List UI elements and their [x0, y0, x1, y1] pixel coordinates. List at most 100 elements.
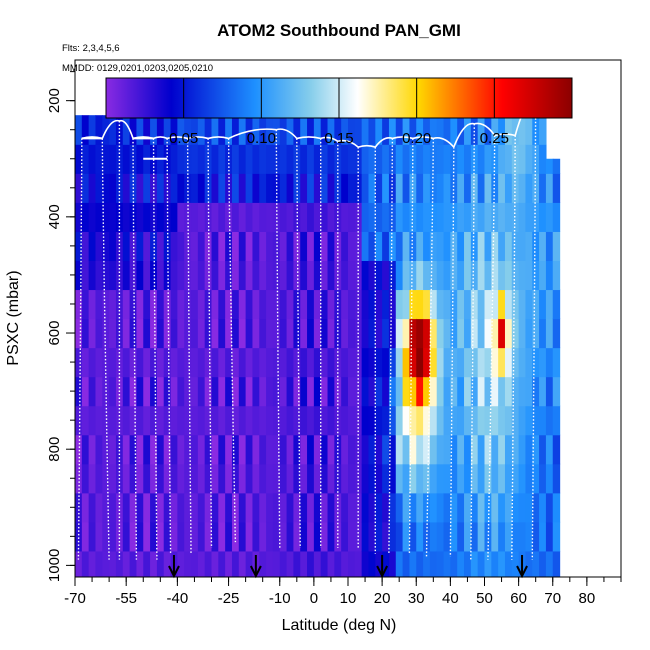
- heatmap-cell: [204, 318, 213, 349]
- heatmap-cell: [129, 289, 138, 320]
- heatmap-cell: [95, 173, 103, 203]
- heatmap-cell: [361, 347, 370, 378]
- heatmap-cell: [259, 492, 267, 523]
- flight-profiles: [77, 99, 550, 560]
- heatmap-cell: [266, 144, 274, 174]
- heatmap-cell: [81, 405, 90, 436]
- heatmap-cell: [457, 144, 465, 174]
- heatmap-cell: [443, 260, 451, 291]
- flight-profile-line: [275, 129, 281, 549]
- heatmap-cell: [525, 376, 533, 407]
- arrow-head: [376, 565, 389, 579]
- heatmap-cell: [191, 115, 199, 145]
- heatmap-cell: [313, 289, 322, 320]
- heatmap-cell: [409, 347, 417, 378]
- heatmap-cell: [252, 405, 260, 436]
- heatmap-cell: [429, 115, 438, 145]
- heatmap-cell: [313, 347, 322, 378]
- heatmap-cell: [375, 231, 383, 262]
- flight-track-segment: [296, 136, 321, 140]
- heatmap-cell: [498, 550, 506, 577]
- heatmap-cell: [423, 289, 431, 320]
- heatmap-cell: [231, 376, 240, 407]
- heatmap-cell: [341, 434, 349, 465]
- heatmap-cell: [341, 405, 349, 436]
- heatmap-cell: [163, 144, 172, 174]
- heatmap-cell: [450, 347, 458, 378]
- heatmap-cell: [477, 550, 486, 577]
- heatmap-cell: [238, 405, 247, 436]
- heatmap-cell: [327, 260, 335, 291]
- heatmap-cell: [88, 173, 97, 203]
- heatmap-cell: [307, 521, 315, 552]
- heatmap-cell: [464, 289, 472, 320]
- heatmap-cell: [211, 492, 219, 523]
- heatmap-cell: [286, 434, 294, 465]
- heatmap-cell: [88, 492, 97, 523]
- heatmap-cell: [498, 376, 506, 407]
- heatmap-cell: [197, 318, 206, 349]
- heatmap-cell: [184, 463, 192, 494]
- heatmap-cell: [245, 115, 254, 145]
- heatmap-cell: [320, 231, 329, 262]
- heatmap-cell: [300, 115, 308, 145]
- heatmap-cell: [279, 463, 288, 494]
- heatmap-cell: [491, 318, 499, 349]
- heatmap-cell: [252, 463, 260, 494]
- heatmap-cell: [375, 115, 383, 145]
- heatmap-cell: [129, 405, 138, 436]
- heatmap-cell: [102, 144, 110, 174]
- heatmap-cell: [313, 463, 322, 494]
- heatmap-cell: [511, 463, 520, 494]
- heatmap-cell: [102, 318, 110, 349]
- heatmap-cell: [88, 550, 97, 577]
- heatmap-cell: [231, 347, 240, 378]
- heatmap-cell: [429, 289, 438, 320]
- heatmap-cell: [457, 202, 465, 232]
- heatmap-cell: [279, 521, 288, 552]
- heatmap-cell: [163, 405, 172, 436]
- heatmap-cell: [457, 550, 465, 577]
- heatmap-cell: [484, 144, 492, 174]
- heatmap-cell: [491, 260, 499, 291]
- heatmap-cell: [450, 405, 458, 436]
- heatmap-cell: [545, 405, 554, 436]
- heatmap-cell: [150, 521, 158, 552]
- heatmap-cell: [115, 434, 124, 465]
- heatmap-cell: [402, 144, 411, 174]
- heatmap-cell: [286, 231, 294, 262]
- heatmap-cell: [313, 405, 322, 436]
- heatmap-cell: [532, 144, 540, 174]
- heatmap-cell: [129, 347, 138, 378]
- heatmap-cell: [361, 463, 370, 494]
- heatmap-cell: [197, 173, 206, 203]
- heatmap-cell: [457, 231, 465, 262]
- heatmap-cell: [368, 376, 376, 407]
- heatmap-cell: [293, 289, 301, 320]
- heatmap-cell: [525, 318, 533, 349]
- heatmap-cell: [231, 289, 240, 320]
- x-tick-label: 70: [544, 590, 561, 607]
- heatmap-cell: [75, 347, 83, 378]
- heatmap-cell: [539, 434, 547, 465]
- heatmap-cell: [218, 173, 226, 203]
- chart-title: ATOM2 Southbound PAN_GMI: [217, 21, 461, 40]
- heatmap-cell: [136, 405, 144, 436]
- heatmap-cell: [443, 405, 451, 436]
- heatmap-cell: [511, 202, 520, 232]
- heatmap-cell: [245, 202, 254, 232]
- heatmap-cell: [238, 260, 247, 291]
- flight-track-segment: [357, 144, 376, 148]
- heatmap-cell: [375, 521, 383, 552]
- heatmap-cell: [491, 231, 499, 262]
- heatmap-cell: [293, 318, 301, 349]
- heatmap-cell: [238, 434, 247, 465]
- heatmap-cell: [532, 550, 540, 577]
- heatmap-cell: [477, 492, 486, 523]
- heatmap-cell: [307, 318, 315, 349]
- heatmap-cell: [532, 231, 540, 262]
- heatmap-cell: [136, 318, 144, 349]
- heatmap-cell: [348, 289, 356, 320]
- heatmap-cell: [464, 347, 472, 378]
- heatmap-cell: [259, 260, 267, 291]
